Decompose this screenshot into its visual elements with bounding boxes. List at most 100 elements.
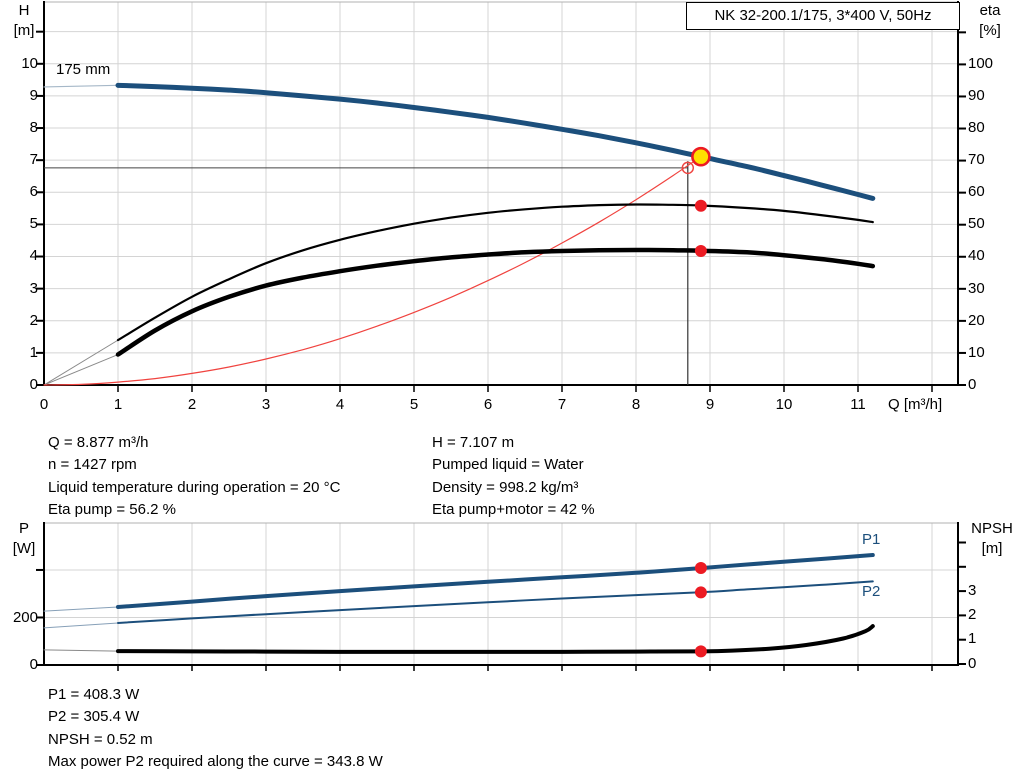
q-tick-8: 8 [631, 396, 641, 413]
eta-tick-80: 80 [968, 119, 985, 136]
annotation-p1: P1 = 408.3 W [48, 686, 140, 703]
q-tick-5: 5 [409, 396, 419, 413]
eta-pump-motor-point [694, 244, 707, 257]
h-tick-3: 3 [29, 280, 38, 297]
bottom-chart-markers [694, 561, 707, 658]
q-tick-3: 3 [261, 396, 271, 413]
eta-tick-0: 0 [968, 376, 977, 393]
npsh-tick-2: 2 [968, 606, 977, 623]
eta-tick-60: 60 [968, 183, 985, 200]
p2-curve-label: P2 [862, 583, 881, 600]
annotation-pumped-liquid: Pumped liquid = Water [432, 456, 584, 474]
h-axis-label-symbol: H [18, 2, 30, 19]
q-tick-6: 6 [483, 396, 493, 413]
annotation-p2: P2 = 305.4 W [48, 708, 140, 726]
annotation-liquid-temp: Liquid temperature during operation = 20… [48, 478, 341, 496]
q-tick-11: 11 [850, 396, 866, 413]
annotation-density: Density = 998.2 kg/m³ [432, 478, 579, 496]
npsh-axis-label-symbol: NPSH [971, 520, 1013, 537]
p1-ext [43, 606, 119, 612]
p2-ext [43, 622, 119, 629]
pump-curve-175mm [115, 82, 876, 201]
p-axis-label-symbol: P [18, 520, 29, 537]
h-tick-7: 7 [29, 151, 38, 168]
q-tick-2: 2 [187, 396, 197, 413]
p-axis-label: P [W] [4, 519, 44, 559]
rated-duty-point [681, 161, 694, 175]
eta-pump-motor-ext [43, 354, 119, 386]
eta-pump-motor [115, 247, 876, 357]
eta-pump-point [694, 199, 707, 212]
eta-tick-90: 90 [968, 87, 985, 104]
h-tick-1: 1 [29, 344, 38, 361]
pump-curve-ext [43, 84, 119, 88]
h-tick-6: 6 [29, 183, 38, 200]
eta-tick-30: 30 [968, 280, 985, 297]
npsh-tick-0: 0 [968, 655, 977, 672]
annotation-q: Q = 8.877 m³/h [48, 434, 149, 451]
eta-axis-label-symbol: eta [979, 2, 1001, 19]
h-tick-2: 2 [29, 312, 38, 329]
p1-point [694, 561, 707, 574]
h-tick-4: 4 [29, 247, 38, 264]
q-tick-9: 9 [705, 396, 715, 413]
q-tick-0: 0 [39, 396, 49, 413]
p-tick-200: 200 [12, 609, 38, 626]
bottom-chart-frame [36, 522, 966, 671]
npsh-axis-label-unit: [m] [981, 540, 1003, 557]
annotation-eta-pump-motor: Eta pump+motor = 42 % [432, 501, 595, 519]
p1-curve-label: P1 [862, 531, 881, 548]
eta-tick-40: 40 [968, 247, 985, 264]
npsh-curve [116, 624, 875, 654]
pump-title-box: NK 32-200.1/175, 3*400 V, 50Hz [686, 2, 960, 30]
npsh-axis-label: NPSH [m] [960, 519, 1024, 559]
q-axis-label: Q [m³/h] [888, 396, 943, 413]
system-curve [43, 156, 702, 386]
q-tick-4: 4 [335, 396, 345, 413]
impeller-diameter-label: 175 mm [56, 61, 111, 78]
duty-annotations-right: H = 7.107 m Pumped liquid = Water Densit… [432, 432, 595, 522]
q-tick-10: 10 [775, 396, 793, 413]
duty-point [691, 146, 711, 167]
eta-pump-ext [43, 339, 119, 386]
annotation-eta-pump: Eta pump = 56.2 % [48, 501, 176, 519]
p2-curve [117, 580, 874, 624]
h-axis-label: H [m] [4, 1, 44, 41]
top-chart-guides [44, 161, 689, 385]
duty-annotations-left: Q = 8.877 m³/h n = 1427 rpm Liquid tempe… [48, 432, 340, 522]
top-chart-frame [36, 1, 966, 392]
h-tick-10: 10 [21, 55, 38, 72]
top-chart-series [43, 82, 876, 386]
h-tick-9: 9 [29, 87, 38, 104]
p2-point [694, 586, 707, 599]
annotation-npsh: NPSH = 0.52 m [48, 730, 153, 748]
eta-tick-20: 20 [968, 312, 985, 329]
annotation-n: n = 1427 rpm [48, 456, 137, 474]
eta-pump [116, 203, 874, 342]
annotation-max-power: Max power P2 required along the curve = … [48, 753, 383, 771]
h-tick-5: 5 [29, 215, 38, 232]
bottom-chart-series [43, 553, 875, 654]
p-axis-label-unit: [W] [12, 540, 36, 557]
q-tick-1: 1 [113, 396, 123, 413]
top-chart-markers [681, 146, 711, 257]
h-tick-0: 0 [29, 376, 38, 393]
npsh-tick-1: 1 [968, 630, 977, 647]
eta-axis-label-unit: [%] [979, 22, 1001, 39]
eta-tick-50: 50 [968, 215, 985, 232]
h-tick-8: 8 [29, 119, 38, 136]
npsh-tick-3: 3 [968, 582, 977, 599]
eta-axis-label: eta [%] [966, 1, 1014, 41]
npsh-point [694, 645, 707, 658]
p-tick-0: 0 [29, 656, 38, 673]
annotation-h: H = 7.107 m [432, 434, 515, 451]
npsh-ext [43, 649, 119, 652]
h-axis-label-unit: [m] [13, 22, 35, 39]
q-tick-7: 7 [557, 396, 567, 413]
eta-tick-100: 100 [968, 55, 994, 72]
power-annotations: P1 = 408.3 W P2 = 305.4 W NPSH = 0.52 m … [48, 684, 383, 774]
eta-tick-10: 10 [968, 344, 985, 361]
top-chart-grid [44, 2, 958, 385]
